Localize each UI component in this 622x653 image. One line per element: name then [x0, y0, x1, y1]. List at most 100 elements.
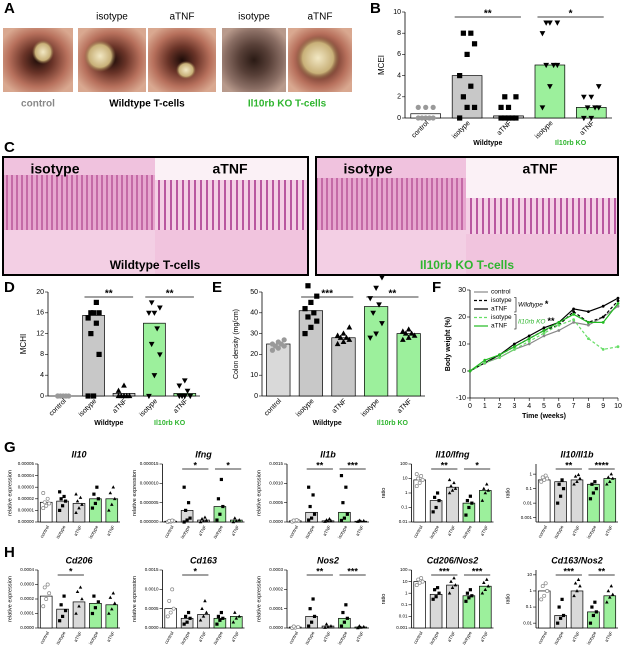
significance-label: ** [598, 566, 606, 576]
y-tick-label: 0.0001 [269, 606, 283, 611]
data-point [513, 94, 519, 100]
endoscopy-images [3, 28, 352, 92]
data-point [344, 485, 348, 489]
data-point [616, 302, 620, 305]
y-tick-label: 100 [400, 461, 408, 466]
x-tick-label: control [39, 525, 50, 539]
y-tick-label: 0.0001 [20, 611, 34, 616]
data-point [435, 491, 440, 495]
data-point [605, 600, 609, 604]
data-point [357, 518, 362, 522]
data-point [168, 610, 173, 615]
y-tick-label: 8 [397, 30, 401, 37]
data-point [63, 499, 68, 503]
data-point [591, 613, 595, 618]
data-point [188, 516, 192, 520]
x-tick-label: isotype [360, 398, 381, 419]
chart-title: Il10/Ifng [435, 449, 470, 459]
data-point [234, 616, 239, 620]
data-point [399, 328, 406, 334]
data-point [312, 512, 317, 516]
bar [143, 322, 166, 397]
legend-label: aTNF [491, 306, 507, 313]
data-point [379, 275, 385, 281]
data-point [341, 501, 345, 505]
data-point [92, 492, 96, 496]
data-point [307, 485, 311, 489]
data-point [498, 104, 504, 110]
data-point [572, 482, 576, 486]
y-tick-label: 0.001 [521, 515, 533, 520]
data-point [464, 51, 470, 57]
data-point [91, 310, 97, 316]
x-tick-label: aTNF [331, 398, 348, 415]
data-point [200, 516, 204, 521]
data-point [215, 518, 219, 522]
data-point [468, 494, 472, 498]
data-point [115, 387, 122, 393]
x-axis-label: Time (weeks) [522, 413, 566, 420]
bar [446, 486, 459, 523]
bar [89, 498, 102, 523]
y-tick-label: 10 [393, 9, 401, 16]
y-axis-label: MCHI [19, 334, 28, 354]
data-point [179, 393, 185, 400]
x-tick-label: isotype [461, 630, 473, 645]
x-tick-label: isotype [212, 524, 224, 539]
data-point [63, 609, 68, 613]
data-point [588, 497, 593, 501]
x-tick-label: control [537, 631, 548, 645]
bar [537, 479, 551, 523]
data-point [556, 621, 560, 625]
data-point [513, 345, 516, 349]
data-point [231, 520, 236, 524]
data-point [311, 493, 315, 497]
data-point [361, 624, 366, 629]
data-point [203, 515, 207, 519]
legend-bracket [514, 314, 517, 330]
bar [89, 602, 102, 629]
data-point [157, 352, 163, 358]
image-label: aTNF [523, 161, 558, 177]
x-tick-label: control [537, 525, 548, 539]
data-point [609, 472, 614, 476]
bar [451, 75, 483, 119]
data-point [90, 506, 95, 510]
y-tick-label: 10 [458, 341, 466, 348]
data-point [470, 594, 474, 598]
data-point [572, 307, 575, 311]
y-tick-label: 0.0002 [269, 587, 283, 592]
y-axis-label: ratio [505, 488, 511, 499]
x-tick-label: control [413, 525, 424, 539]
data-point [75, 589, 80, 594]
x-tick-label: aTNF [396, 398, 413, 415]
data-point [294, 518, 299, 523]
data-point [96, 497, 100, 501]
data-point [405, 326, 412, 332]
bar [413, 581, 426, 629]
data-point [419, 115, 425, 121]
x-tick-label: control [411, 119, 431, 139]
data-point [221, 504, 225, 509]
significance-label: * [569, 9, 573, 20]
data-point [281, 337, 287, 343]
data-point [171, 606, 176, 611]
x-tick-label: 10 [614, 403, 622, 410]
data-point [58, 619, 62, 623]
data-point [339, 624, 344, 628]
data-point [123, 392, 130, 399]
x-tick-label: control [48, 397, 68, 417]
data-point [486, 584, 491, 588]
bar [446, 584, 459, 629]
column-header: isotype [238, 12, 270, 23]
x-tick-label: 4 [527, 403, 531, 410]
data-point [590, 482, 594, 486]
y-tick-label: 1 [529, 471, 532, 476]
data-point [561, 613, 566, 618]
data-point [90, 611, 95, 616]
data-point [311, 310, 317, 316]
data-point [464, 513, 468, 517]
data-point [88, 331, 94, 337]
significance-label: * [194, 566, 198, 576]
data-point [411, 332, 418, 338]
